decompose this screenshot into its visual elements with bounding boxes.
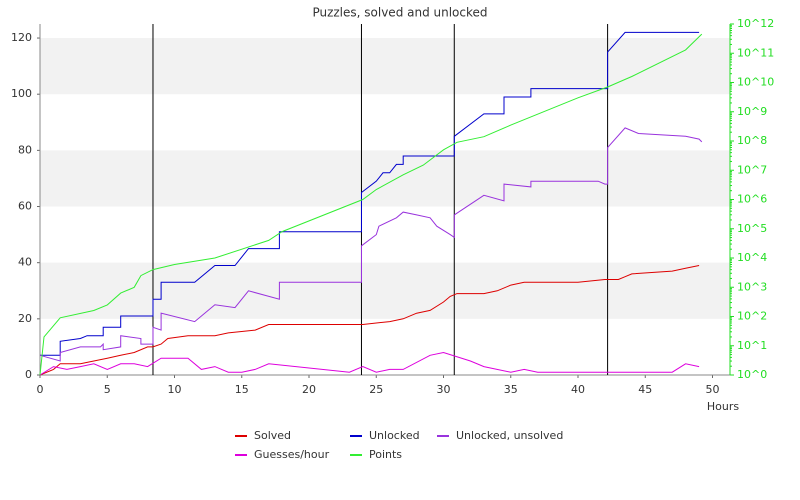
x-tick-label: 50 — [706, 383, 720, 396]
y2-tick-label: 10^1 — [737, 339, 767, 352]
y2-tick-label: 10^5 — [737, 222, 767, 235]
y-tick-label: 60 — [18, 200, 32, 213]
y-tick-label: 80 — [18, 143, 32, 156]
grid-band — [40, 150, 730, 207]
x-tick-label: 45 — [638, 383, 652, 396]
y-tick-label: 40 — [18, 256, 32, 269]
y-tick-label: 20 — [18, 312, 32, 325]
grid-band — [40, 262, 730, 319]
y2-tick-label: 10^6 — [737, 193, 767, 206]
y2-tick-label: 10^12 — [737, 17, 774, 30]
x-tick-label: 35 — [504, 383, 518, 396]
y2-tick-label: 10^11 — [737, 46, 774, 59]
x-tick-label: 0 — [37, 383, 44, 396]
x-tick-label: 40 — [571, 383, 585, 396]
legend-label: Unlocked — [369, 429, 420, 442]
series-line — [40, 31, 700, 356]
y-tick-label: 100 — [11, 87, 32, 100]
x-tick-label: 30 — [437, 383, 451, 396]
y2-tick-label: 10^9 — [737, 105, 767, 118]
y2-tick-label: 10^0 — [737, 368, 767, 381]
y2-tick-label: 10^3 — [737, 280, 767, 293]
legend-label: Solved — [254, 429, 291, 442]
legend-label: Unlocked, unsolved — [456, 429, 563, 442]
y2-tick-label: 10^8 — [737, 134, 767, 147]
chart-title: Puzzles, solved and unlocked — [312, 6, 487, 20]
x-tick-label: 15 — [235, 383, 249, 396]
y2-tick-label: 10^2 — [737, 310, 767, 323]
grid-band — [40, 38, 730, 95]
x-axis-label: Hours — [707, 400, 739, 413]
y2-tick-label: 10^10 — [737, 76, 774, 89]
series-line — [39, 351, 700, 376]
legend-label: Guesses/hour — [254, 448, 330, 461]
x-tick-label: 5 — [104, 383, 111, 396]
series-line — [39, 265, 700, 376]
y-tick-label: 0 — [25, 368, 32, 381]
y-tick-label: 120 — [11, 31, 32, 44]
series-line — [39, 127, 703, 362]
x-tick-label: 20 — [302, 383, 316, 396]
y2-tick-label: 10^7 — [737, 163, 767, 176]
series-line — [39, 33, 703, 376]
y2-tick-label: 10^4 — [737, 251, 767, 264]
x-tick-label: 10 — [168, 383, 182, 396]
x-tick-label: 25 — [369, 383, 383, 396]
legend-label: Points — [369, 448, 402, 461]
